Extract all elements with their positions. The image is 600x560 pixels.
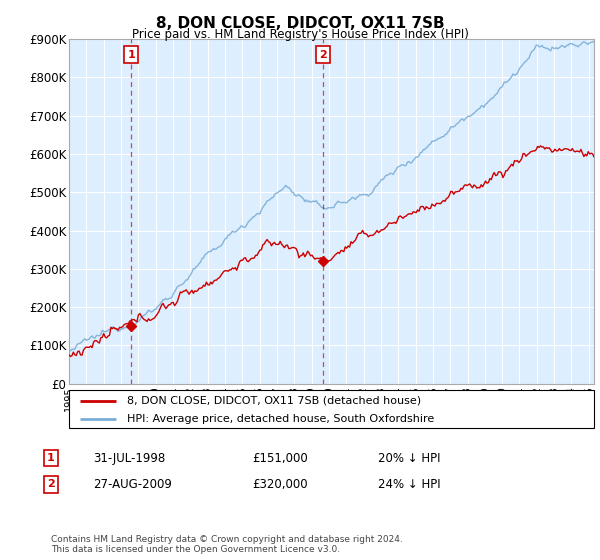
Text: 8, DON CLOSE, DIDCOT, OX11 7SB: 8, DON CLOSE, DIDCOT, OX11 7SB bbox=[155, 16, 445, 31]
Text: 8, DON CLOSE, DIDCOT, OX11 7SB (detached house): 8, DON CLOSE, DIDCOT, OX11 7SB (detached… bbox=[127, 396, 421, 406]
Text: Price paid vs. HM Land Registry's House Price Index (HPI): Price paid vs. HM Land Registry's House … bbox=[131, 28, 469, 41]
Text: £151,000: £151,000 bbox=[252, 451, 308, 465]
Text: 20% ↓ HPI: 20% ↓ HPI bbox=[378, 451, 440, 465]
Text: £320,000: £320,000 bbox=[252, 478, 308, 491]
Text: 1: 1 bbox=[127, 49, 135, 59]
Text: 24% ↓ HPI: 24% ↓ HPI bbox=[378, 478, 440, 491]
Text: 31-JUL-1998: 31-JUL-1998 bbox=[93, 451, 165, 465]
Text: HPI: Average price, detached house, South Oxfordshire: HPI: Average price, detached house, Sout… bbox=[127, 414, 434, 424]
Text: 2: 2 bbox=[319, 49, 327, 59]
Text: 2: 2 bbox=[47, 479, 55, 489]
Text: Contains HM Land Registry data © Crown copyright and database right 2024.
This d: Contains HM Land Registry data © Crown c… bbox=[51, 535, 403, 554]
Text: 1: 1 bbox=[47, 453, 55, 463]
Text: 27-AUG-2009: 27-AUG-2009 bbox=[93, 478, 172, 491]
FancyBboxPatch shape bbox=[69, 390, 594, 428]
